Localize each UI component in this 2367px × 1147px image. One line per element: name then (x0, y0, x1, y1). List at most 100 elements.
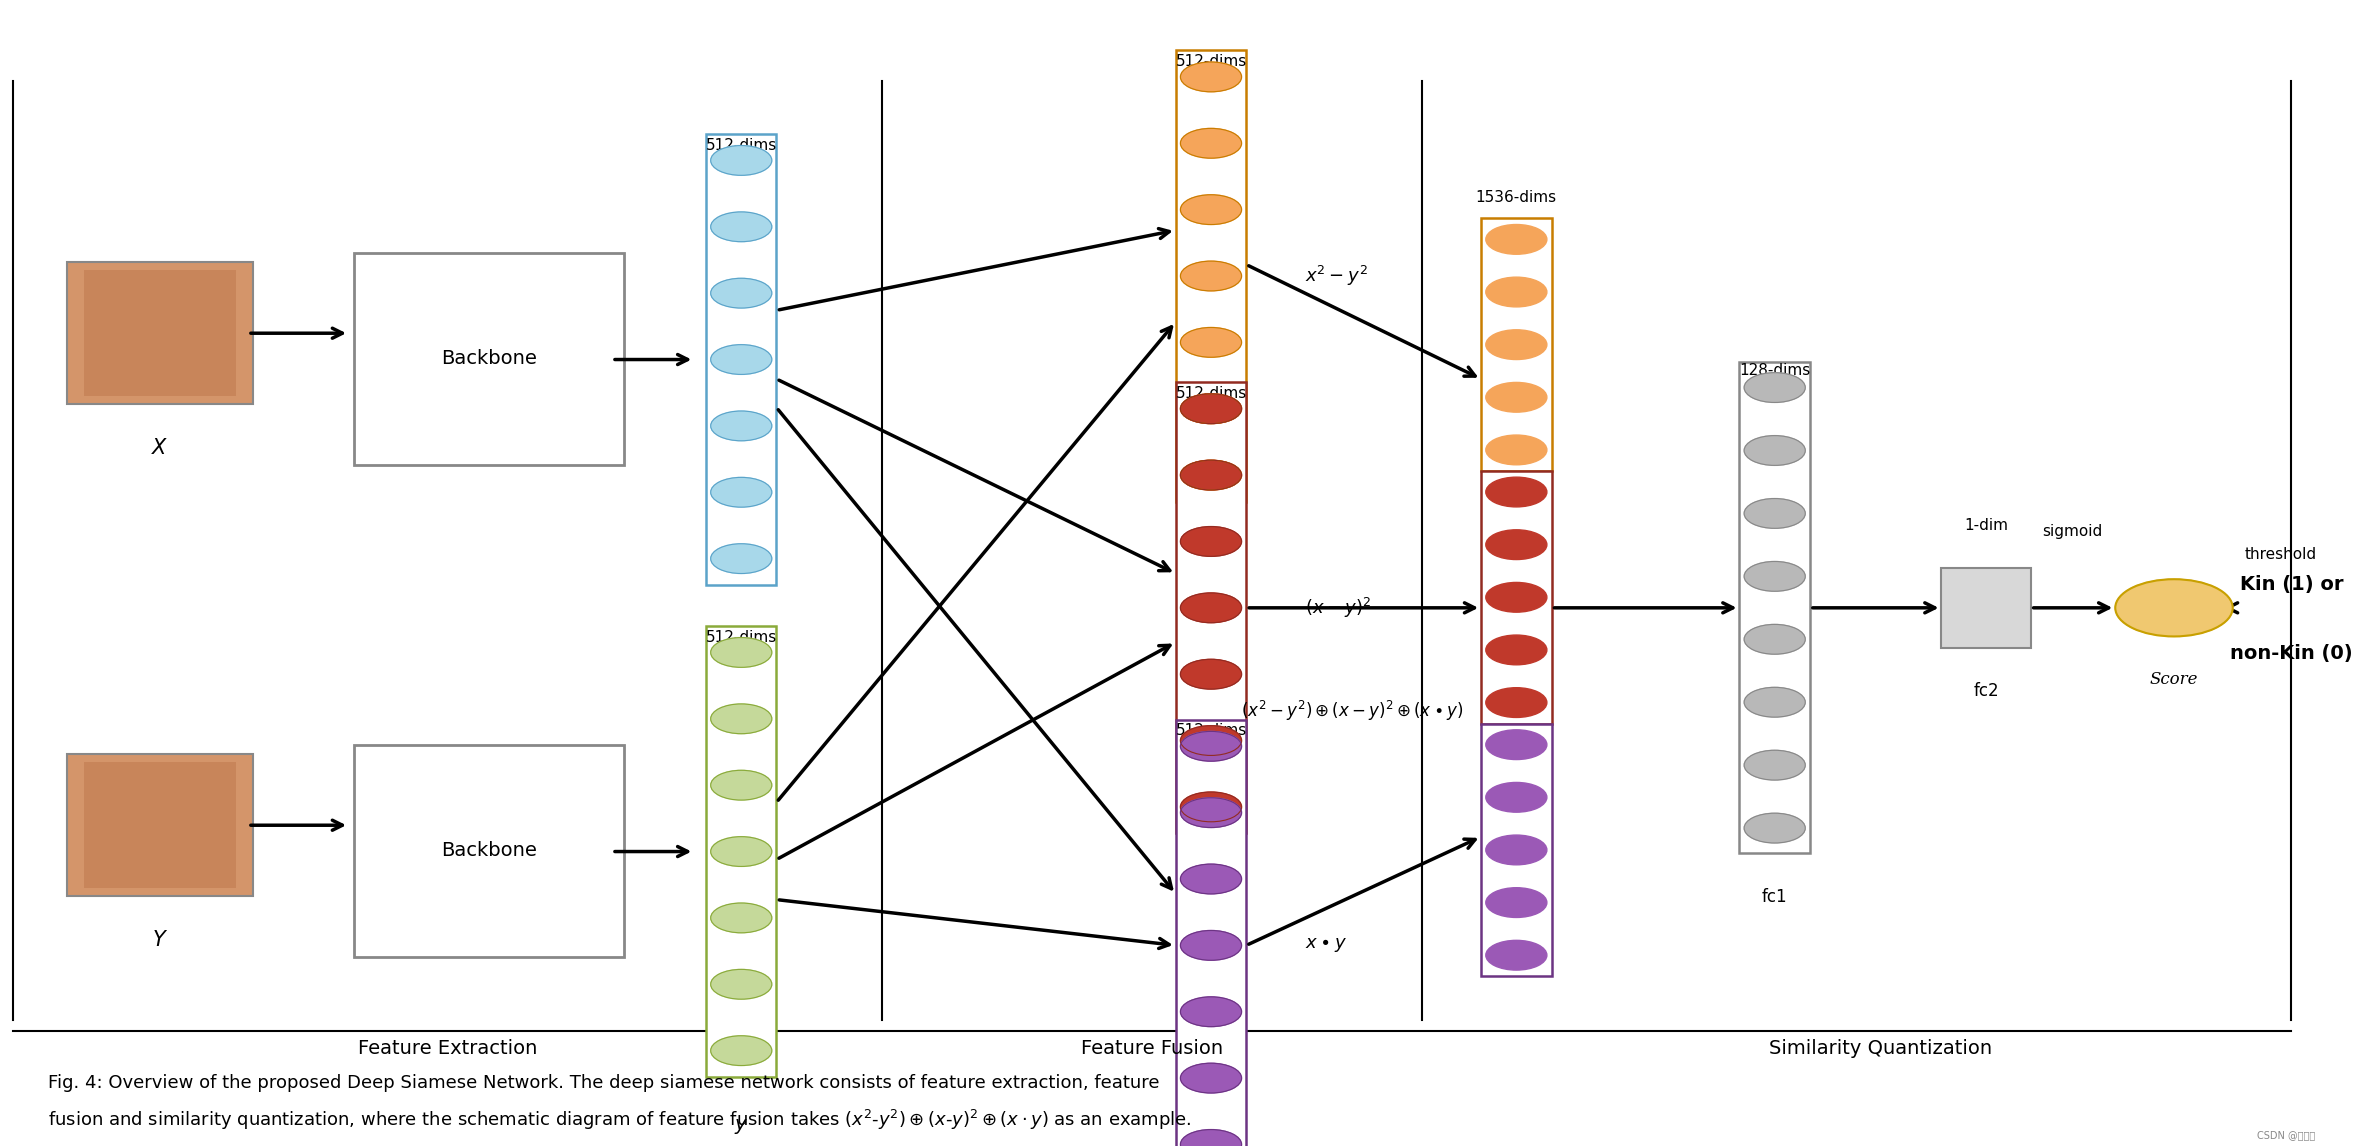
Circle shape (2116, 579, 2232, 637)
Text: $(x^2 - y^2)\oplus(x - y)^2\oplus(x\bullet y)$: $(x^2 - y^2)\oplus(x - y)^2\oplus(x\bull… (1240, 700, 1463, 724)
Circle shape (1486, 225, 1548, 255)
FancyBboxPatch shape (66, 263, 253, 404)
Circle shape (1486, 435, 1548, 465)
Circle shape (1486, 688, 1548, 717)
Circle shape (1744, 436, 1806, 466)
Text: sigmoid: sigmoid (2043, 524, 2102, 539)
Text: threshold: threshold (2244, 547, 2317, 562)
Circle shape (1744, 687, 1806, 717)
Circle shape (1181, 864, 1243, 894)
Circle shape (710, 969, 772, 999)
Text: Backbone: Backbone (440, 350, 537, 368)
Text: 1536-dims: 1536-dims (1475, 190, 1557, 205)
Text: CSDN @用户名: CSDN @用户名 (2256, 1130, 2315, 1140)
Circle shape (1181, 195, 1243, 225)
Bar (1941, 568, 2031, 648)
Circle shape (1181, 526, 1243, 556)
Text: $x\bullet y$: $x\bullet y$ (1304, 936, 1347, 954)
Circle shape (1181, 798, 1243, 827)
Text: 512-dims: 512-dims (705, 138, 776, 153)
Circle shape (710, 477, 772, 507)
Circle shape (1181, 593, 1243, 623)
Circle shape (1181, 1063, 1243, 1093)
Circle shape (710, 544, 772, 574)
Circle shape (1486, 835, 1548, 865)
Bar (705, 134, 776, 585)
Circle shape (1181, 726, 1243, 756)
Circle shape (710, 1036, 772, 1066)
Circle shape (1486, 530, 1548, 560)
Circle shape (710, 704, 772, 734)
Circle shape (1181, 732, 1243, 762)
Text: Fig. 4: Overview of the proposed Deep Siamese Network. The deep siamese network : Fig. 4: Overview of the proposed Deep Si… (47, 1074, 1160, 1092)
Circle shape (1486, 729, 1548, 759)
Circle shape (1744, 750, 1806, 780)
Circle shape (1181, 660, 1243, 689)
Text: 128-dims: 128-dims (1740, 364, 1811, 379)
Circle shape (1486, 941, 1548, 970)
Circle shape (710, 903, 772, 933)
Text: Similarity Quantization: Similarity Quantization (1768, 1039, 1993, 1058)
Bar (1176, 382, 1247, 834)
Circle shape (1486, 782, 1548, 812)
Bar (1176, 50, 1247, 501)
Text: Backbone: Backbone (440, 842, 537, 860)
Circle shape (710, 279, 772, 309)
Circle shape (1744, 813, 1806, 843)
Circle shape (1486, 477, 1548, 507)
FancyBboxPatch shape (353, 253, 625, 465)
Text: 512-dims: 512-dims (1176, 54, 1247, 69)
Circle shape (1181, 997, 1243, 1027)
Text: 1-dim: 1-dim (1965, 518, 2007, 533)
Text: $x$: $x$ (734, 625, 748, 643)
Circle shape (1744, 562, 1806, 591)
Text: Kin (1) or: Kin (1) or (2239, 576, 2343, 594)
Text: 512-dims: 512-dims (705, 630, 776, 645)
Circle shape (1486, 330, 1548, 359)
Text: $Y$: $Y$ (151, 930, 168, 950)
Text: 512-dims: 512-dims (1176, 724, 1247, 739)
Circle shape (1744, 373, 1806, 403)
Circle shape (1181, 793, 1243, 821)
Circle shape (1744, 499, 1806, 529)
Circle shape (1181, 62, 1243, 92)
Text: $X$: $X$ (151, 438, 168, 458)
Bar (1482, 724, 1553, 976)
Text: Feature Fusion: Feature Fusion (1082, 1039, 1224, 1058)
Text: fc2: fc2 (1974, 682, 1998, 700)
Circle shape (1181, 930, 1243, 960)
Circle shape (710, 771, 772, 801)
Text: fusion and similarity quantization, where the schematic diagram of feature fusio: fusion and similarity quantization, wher… (47, 1108, 1193, 1132)
Bar (705, 626, 776, 1077)
FancyBboxPatch shape (83, 763, 237, 888)
Bar (1176, 719, 1247, 1147)
Circle shape (1181, 328, 1243, 357)
Circle shape (1181, 128, 1243, 158)
Bar (1482, 471, 1553, 724)
Text: $(x - y)^2$: $(x - y)^2$ (1304, 595, 1370, 619)
Circle shape (710, 212, 772, 242)
Bar (1740, 362, 1811, 853)
Text: Score: Score (2149, 671, 2199, 688)
FancyBboxPatch shape (83, 271, 237, 396)
Circle shape (710, 836, 772, 866)
Circle shape (710, 146, 772, 175)
Circle shape (1181, 262, 1243, 291)
Circle shape (710, 638, 772, 668)
Circle shape (710, 411, 772, 440)
Circle shape (1486, 888, 1548, 918)
Circle shape (1486, 382, 1548, 412)
Circle shape (1181, 460, 1243, 490)
Circle shape (1486, 583, 1548, 612)
Circle shape (1486, 635, 1548, 665)
Circle shape (1181, 1130, 1243, 1147)
Circle shape (1486, 278, 1548, 307)
Text: non-Kin (0): non-Kin (0) (2230, 645, 2353, 663)
Circle shape (1181, 460, 1243, 490)
Text: $x^2 - y^2$: $x^2 - y^2$ (1304, 264, 1368, 288)
Text: 512-dims: 512-dims (1176, 385, 1247, 401)
Circle shape (710, 344, 772, 374)
FancyBboxPatch shape (66, 755, 253, 896)
Circle shape (1181, 393, 1243, 423)
Text: $y$: $y$ (734, 1117, 748, 1137)
